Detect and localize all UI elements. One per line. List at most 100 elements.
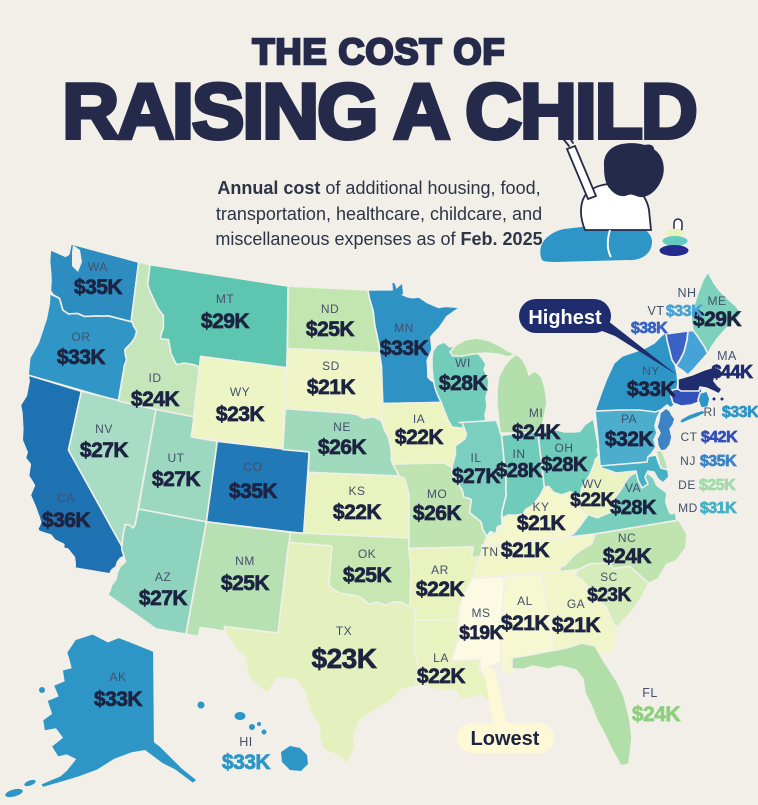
svg-text:$22K: $22K xyxy=(417,665,466,688)
svg-text:$28K: $28K xyxy=(610,497,657,519)
svg-text:NC: NC xyxy=(618,531,636,545)
svg-text:NV: NV xyxy=(95,422,113,436)
svg-text:$21K: $21K xyxy=(552,614,601,637)
svg-text:WI: WI xyxy=(455,356,471,370)
svg-text:MO: MO xyxy=(427,487,447,501)
svg-text:$28K: $28K xyxy=(439,372,488,395)
svg-text:IL: IL xyxy=(470,451,481,465)
svg-text:VA: VA xyxy=(625,481,641,495)
svg-text:SD: SD xyxy=(322,359,340,373)
svg-text:$25K: $25K xyxy=(221,572,270,595)
svg-text:$22K: $22K xyxy=(416,578,465,601)
svg-text:$29K: $29K xyxy=(693,308,742,331)
svg-text:MN: MN xyxy=(394,321,414,335)
svg-text:$23K: $23K xyxy=(587,585,631,606)
svg-text:KY: KY xyxy=(532,500,549,514)
svg-text:OK: OK xyxy=(358,547,376,561)
svg-text:TX: TX xyxy=(336,624,352,638)
svg-text:$33K: $33K xyxy=(627,378,676,401)
svg-text:$24K: $24K xyxy=(632,703,681,726)
svg-text:TN: TN xyxy=(482,545,499,559)
svg-text:IN: IN xyxy=(513,447,526,461)
svg-text:$42K: $42K xyxy=(701,429,738,446)
svg-text:NE: NE xyxy=(333,420,351,434)
svg-text:$26K: $26K xyxy=(318,436,367,459)
svg-text:$23K: $23K xyxy=(312,643,377,674)
svg-text:UT: UT xyxy=(168,451,185,465)
svg-text:Highest: Highest xyxy=(528,307,602,329)
svg-text:DE: DE xyxy=(678,478,696,492)
svg-text:RI: RI xyxy=(704,405,717,419)
svg-text:$27K: $27K xyxy=(452,465,501,488)
svg-text:MD: MD xyxy=(678,501,698,515)
svg-text:$35K: $35K xyxy=(700,453,737,470)
svg-text:$33K: $33K xyxy=(94,688,143,711)
svg-text:$33K: $33K xyxy=(222,751,271,774)
svg-text:AZ: AZ xyxy=(155,570,171,584)
svg-text:$27K: $27K xyxy=(139,587,188,610)
svg-text:$21K: $21K xyxy=(501,539,550,562)
svg-text:NY: NY xyxy=(642,364,660,378)
svg-text:$38K: $38K xyxy=(631,320,668,337)
svg-text:Lowest: Lowest xyxy=(471,728,540,750)
svg-text:$21K: $21K xyxy=(307,376,356,399)
svg-text:ME: ME xyxy=(708,294,727,308)
svg-text:MI: MI xyxy=(529,406,543,420)
svg-text:$28K: $28K xyxy=(496,460,543,482)
svg-text:NM: NM xyxy=(235,554,255,568)
svg-text:WA: WA xyxy=(88,260,108,274)
svg-text:ID: ID xyxy=(149,371,162,385)
svg-text:LA: LA xyxy=(433,651,449,665)
svg-text:OH: OH xyxy=(555,441,574,455)
svg-text:$29K: $29K xyxy=(201,310,250,333)
svg-text:$26K: $26K xyxy=(413,502,462,525)
svg-text:$24K: $24K xyxy=(603,545,652,568)
svg-text:CO: CO xyxy=(244,460,263,474)
svg-text:$24K: $24K xyxy=(512,421,561,444)
svg-text:$25K: $25K xyxy=(306,318,355,341)
svg-text:$33K: $33K xyxy=(380,337,429,360)
svg-text:$32K: $32K xyxy=(605,428,654,451)
svg-text:PA: PA xyxy=(621,412,637,426)
svg-text:AK: AK xyxy=(109,670,126,684)
svg-text:$33K: $33K xyxy=(666,303,703,320)
svg-text:MA: MA xyxy=(717,349,737,363)
svg-text:FL: FL xyxy=(642,686,658,700)
svg-text:$31K: $31K xyxy=(700,500,737,517)
svg-text:HI: HI xyxy=(239,735,253,749)
svg-text:$27K: $27K xyxy=(152,468,201,491)
svg-text:$44K: $44K xyxy=(711,362,753,382)
svg-text:AR: AR xyxy=(431,563,449,577)
svg-text:ND: ND xyxy=(321,302,339,316)
svg-text:$33K: $33K xyxy=(57,346,106,369)
svg-text:$19K: $19K xyxy=(459,623,503,644)
svg-text:MS: MS xyxy=(472,606,491,620)
svg-text:$21K: $21K xyxy=(501,612,550,635)
svg-text:OR: OR xyxy=(72,330,91,344)
svg-text:AL: AL xyxy=(517,594,533,608)
svg-text:KS: KS xyxy=(348,484,365,498)
svg-text:$24K: $24K xyxy=(131,388,180,411)
svg-text:$25K: $25K xyxy=(699,477,736,494)
svg-text:$22K: $22K xyxy=(395,426,444,449)
svg-text:$21K: $21K xyxy=(517,512,566,535)
svg-text:GA: GA xyxy=(567,597,585,611)
svg-text:$35K: $35K xyxy=(74,276,123,299)
svg-text:WV: WV xyxy=(582,477,602,491)
svg-text:$22K: $22K xyxy=(570,490,614,511)
svg-text:$23K: $23K xyxy=(216,403,265,426)
svg-text:$36K: $36K xyxy=(42,509,91,532)
svg-text:CT: CT xyxy=(681,430,698,444)
svg-text:$25K: $25K xyxy=(343,564,392,587)
svg-text:$22K: $22K xyxy=(333,501,382,524)
svg-text:CA: CA xyxy=(57,491,75,505)
svg-text:NJ: NJ xyxy=(680,454,696,468)
svg-text:MT: MT xyxy=(216,292,234,306)
svg-text:VT: VT xyxy=(648,304,665,318)
svg-text:$28K: $28K xyxy=(541,454,588,476)
svg-text:IA: IA xyxy=(413,412,425,426)
svg-text:WY: WY xyxy=(230,385,250,399)
svg-text:$35K: $35K xyxy=(229,480,278,503)
svg-text:$33K: $33K xyxy=(722,404,758,421)
svg-text:NH: NH xyxy=(677,286,696,300)
